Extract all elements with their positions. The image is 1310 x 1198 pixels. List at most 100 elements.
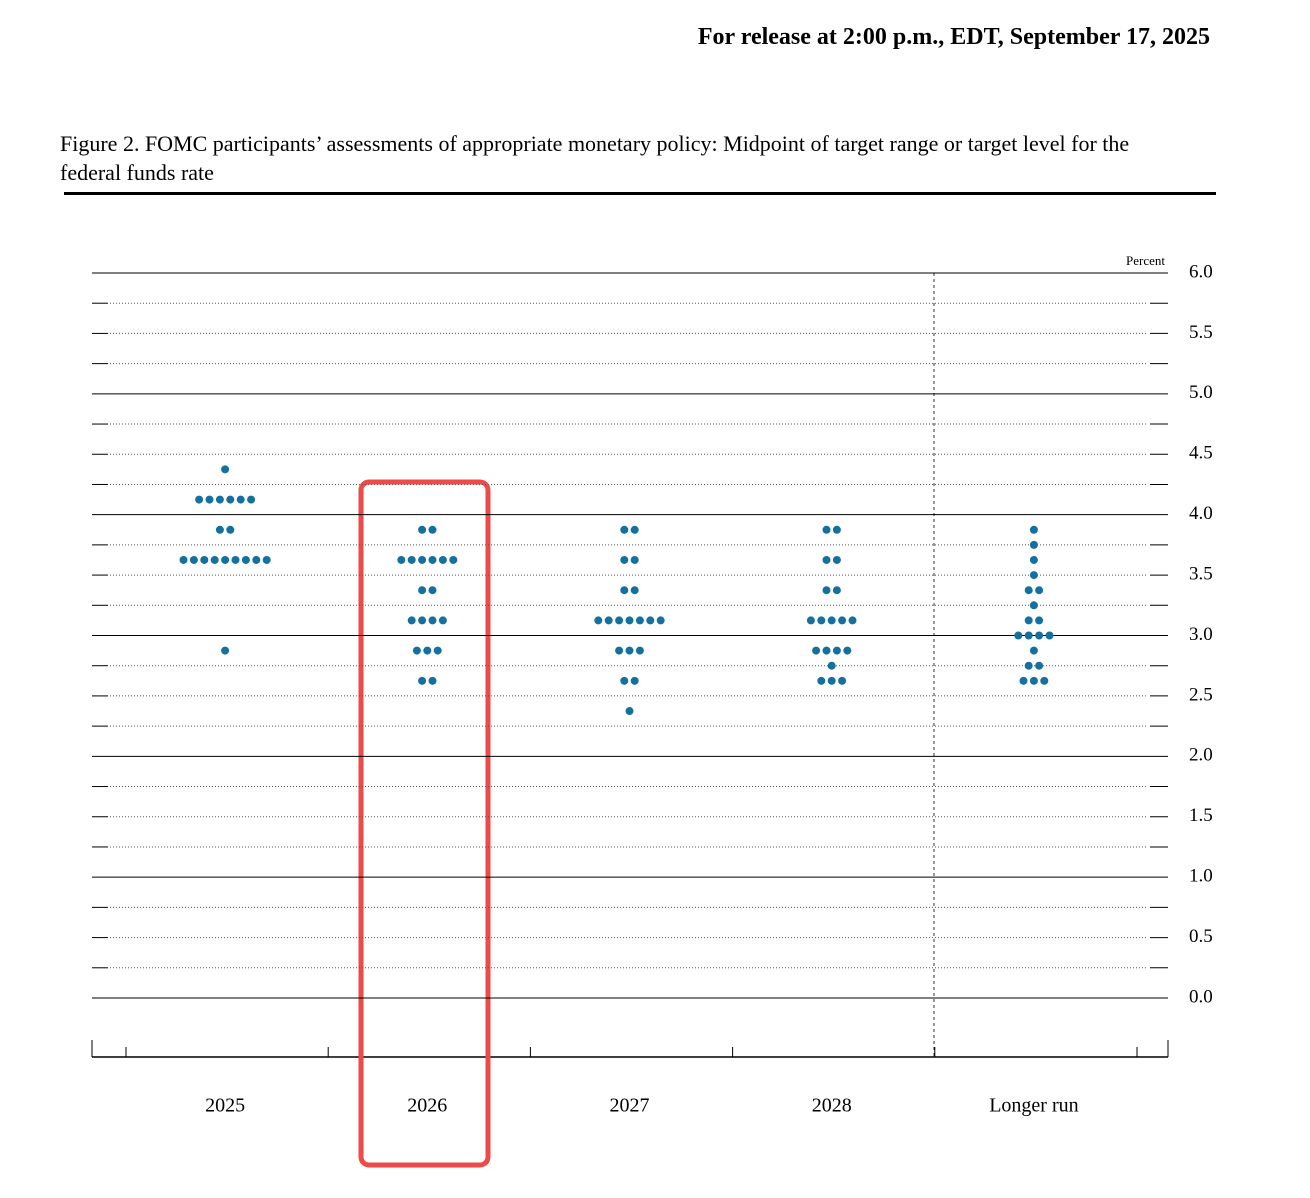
dot — [1029, 540, 1038, 549]
dot — [195, 495, 204, 504]
dot — [252, 555, 261, 564]
y-tick-label: 4.5 — [1189, 443, 1213, 464]
dot — [438, 555, 447, 564]
dot — [822, 646, 831, 655]
dot — [1035, 616, 1044, 625]
dot — [615, 616, 624, 625]
dot — [1024, 586, 1033, 595]
dot — [428, 676, 437, 685]
dot — [625, 646, 634, 655]
y-tick-label: 3.5 — [1189, 563, 1213, 584]
dot — [262, 555, 271, 564]
dot — [630, 525, 639, 534]
dot — [412, 646, 421, 655]
y-tick-label: 5.0 — [1189, 382, 1213, 403]
dot — [822, 525, 831, 534]
dot — [635, 646, 644, 655]
dot — [418, 616, 427, 625]
dot — [221, 646, 230, 655]
dot — [428, 525, 437, 534]
dot — [241, 555, 250, 564]
dot — [433, 646, 442, 655]
dot — [407, 616, 416, 625]
dot — [635, 616, 644, 625]
dot — [1040, 676, 1049, 685]
dot — [1029, 646, 1038, 655]
dot — [848, 616, 857, 625]
dot — [812, 646, 821, 655]
dot — [806, 616, 815, 625]
dot — [236, 495, 245, 504]
dot — [620, 676, 629, 685]
y-tick-label: 0.0 — [1189, 986, 1213, 1007]
dot — [843, 646, 852, 655]
highlight-box — [358, 479, 491, 1168]
dot — [1024, 631, 1033, 640]
x-tick-label: 2028 — [812, 1095, 852, 1117]
dot — [226, 495, 235, 504]
dot — [423, 646, 432, 655]
dot — [449, 555, 458, 564]
y-tick-label: 0.5 — [1189, 926, 1213, 947]
dot — [620, 525, 629, 534]
dot — [838, 676, 847, 685]
dot — [832, 555, 841, 564]
dot — [210, 555, 219, 564]
dot — [1029, 601, 1038, 610]
dot — [1045, 631, 1054, 640]
dot — [226, 525, 235, 534]
y-tick-label: 4.0 — [1189, 503, 1213, 524]
dot — [397, 555, 406, 564]
dot — [215, 495, 224, 504]
dot — [428, 616, 437, 625]
dot — [247, 495, 256, 504]
dot — [630, 586, 639, 595]
x-tick-label: Longer run — [989, 1095, 1078, 1117]
dot — [428, 586, 437, 595]
dot — [1024, 661, 1033, 670]
dot — [630, 676, 639, 685]
dot — [656, 616, 665, 625]
dot — [594, 616, 603, 625]
y-axis-label: Percent — [1126, 253, 1165, 268]
dot — [418, 586, 427, 595]
dot — [817, 616, 826, 625]
y-tick-label: 6.0 — [1189, 261, 1213, 282]
dot — [1014, 631, 1023, 640]
dot — [620, 586, 629, 595]
title-rule — [64, 192, 1216, 195]
dot — [646, 616, 655, 625]
dot — [215, 525, 224, 534]
dot — [189, 555, 198, 564]
y-tick-label: 5.5 — [1189, 322, 1213, 343]
dot — [838, 616, 847, 625]
dot — [418, 525, 427, 534]
dot — [407, 555, 416, 564]
dot — [832, 525, 841, 534]
chart-title: Figure 2. FOMC participants’ assessments… — [60, 131, 1130, 185]
release-note: For release at 2:00 p.m., EDT, September… — [697, 24, 1210, 50]
dot — [1035, 586, 1044, 595]
dot — [625, 616, 634, 625]
dot — [827, 616, 836, 625]
dot — [827, 661, 836, 670]
dot — [1029, 555, 1038, 564]
dot — [221, 555, 230, 564]
dot — [1029, 676, 1038, 685]
x-tick-label: 2027 — [610, 1095, 650, 1117]
dot — [418, 555, 427, 564]
dot — [832, 586, 841, 595]
dot — [817, 676, 826, 685]
dot — [625, 707, 634, 716]
dot — [1029, 571, 1038, 580]
dot — [822, 586, 831, 595]
dot — [428, 555, 437, 564]
dot — [832, 646, 841, 655]
dot — [827, 676, 836, 685]
dot — [1029, 525, 1038, 534]
dot — [604, 616, 613, 625]
dot — [822, 555, 831, 564]
dot — [179, 555, 188, 564]
